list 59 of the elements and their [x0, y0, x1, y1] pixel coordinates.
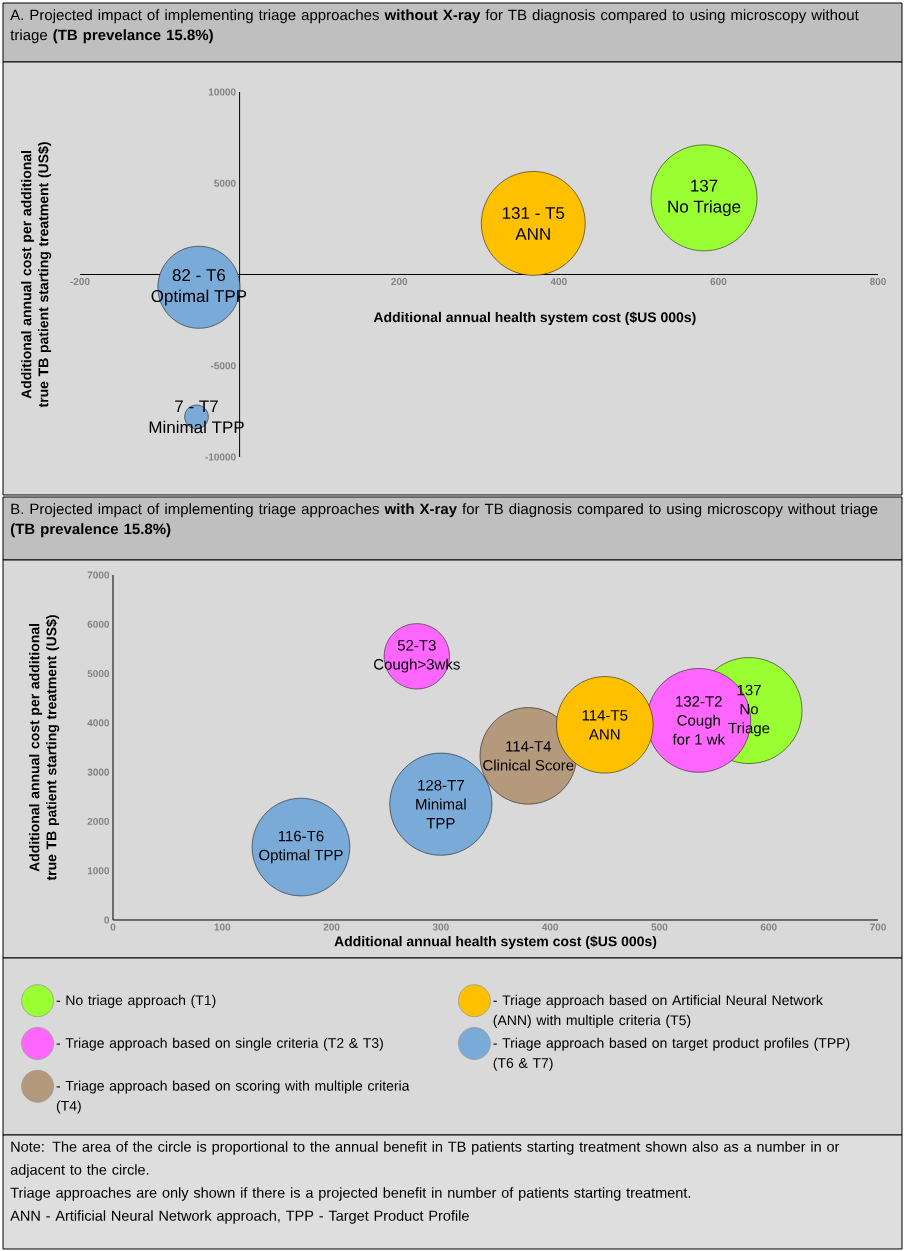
y-tick-label: 4000 — [87, 719, 110, 727]
y-tick-label: 3000 — [87, 768, 110, 776]
text: for 1 wk — [672, 733, 726, 745]
text: 131 - T5 — [502, 206, 565, 219]
x-tick-label: -200 — [70, 278, 90, 286]
y-tick-label: 0 — [104, 916, 110, 924]
legend-label: - Triage approach based on single criteria (T2 & T3) — [56, 1037, 383, 1051]
text: 114-T5 — [582, 710, 628, 721]
text: 114-T4 — [506, 741, 552, 752]
text: Triage approaches are only shown if there is a projected benefit in number of patients starting treatment. — [10, 1187, 691, 1201]
text: ANN — [515, 228, 550, 240]
x-tick-label: 600 — [760, 923, 777, 931]
y-tick-label: -5000 — [210, 362, 236, 370]
text: Clinical Score — [483, 759, 574, 771]
y-tick-label: 2000 — [87, 817, 110, 825]
text: TPP — [426, 818, 455, 829]
y-tick-label: -10000 — [205, 453, 236, 461]
x-tick-label: 400 — [550, 278, 567, 286]
y-tick-label: 5000 — [214, 179, 236, 187]
x-tick-label: 700 — [870, 923, 886, 931]
y-tick-label: 7000 — [87, 571, 110, 579]
y-tick-label: 5000 — [87, 670, 110, 678]
text: 137 — [691, 179, 718, 192]
y-tick-label: 1000 — [87, 867, 110, 875]
chart-title: B. Projected impact of implementing triage approaches with X-ray for TB diagnosis compared to using microscopy without triage (TB prevalence 15.8%) — [10, 503, 878, 538]
y-axis-title: Additional annual cost per additional true TB patient starting treatment (US$) — [21, 142, 52, 408]
text: 52-T3 — [397, 640, 436, 651]
text: Note: The area of the circle is proportional to the annual benefit in TB patients starting treatment shown also as a number in or adjacent to the circle. — [10, 1141, 840, 1178]
x-axis-title: Additional annual health system cost ($US 000s) — [334, 935, 657, 950]
legend-label: - No triage approach (T1) — [56, 994, 216, 1008]
text: Cough — [677, 714, 720, 729]
text: 116-T6 — [278, 830, 324, 842]
y-tick-label: 10000 — [208, 88, 236, 96]
text: Optimal TPP — [259, 849, 343, 864]
x-tick-label: 600 — [710, 278, 727, 286]
legend-label: - Triage approach based on scoring with multiple criteria (T4) — [56, 1080, 410, 1114]
x-tick-label: 800 — [869, 278, 886, 286]
text: ANN - Artificial Neural Network approach, TPP - Target Product Profile — [10, 1210, 469, 1224]
x-tick-label: 400 — [541, 923, 559, 931]
text: 7 - T7 — [175, 400, 218, 413]
text: Minimal — [416, 798, 466, 810]
x-tick-label: 300 — [432, 923, 449, 931]
y-axis-title: Additional annual cost per additional true TB patient starting treatment (US$) — [29, 615, 60, 881]
text: No Triage — [668, 200, 741, 217]
x-tick-label: 100 — [214, 923, 231, 931]
text: 82 - T6 — [172, 269, 226, 282]
legend-label: - Triage approach based on target product profiles (TPP) (T6 & T7) — [493, 1037, 850, 1071]
text: 132-T2 — [676, 696, 722, 707]
text: Cough>3wks — [374, 658, 460, 673]
x-axis-title: Additional annual health system cost ($US 000s) — [373, 311, 696, 325]
text: ANN — [588, 729, 620, 740]
chart-title: A. Projected impact of implementing triage approaches without X-ray for TB diagnosis compared to using microscopy without triage (TB prevelance 15.8%) — [10, 9, 859, 44]
y-tick-label: 6000 — [87, 620, 110, 628]
text: 128-T7 — [418, 779, 464, 791]
x-tick-label: 200 — [323, 923, 340, 931]
x-tick-label: 0 — [110, 923, 116, 931]
legend-label: - Triage approach based on Artificial Neural Network (ANN) with multiple criteria (T5) — [493, 994, 823, 1028]
x-tick-label: 500 — [651, 923, 668, 931]
x-tick-label: 200 — [391, 278, 408, 286]
